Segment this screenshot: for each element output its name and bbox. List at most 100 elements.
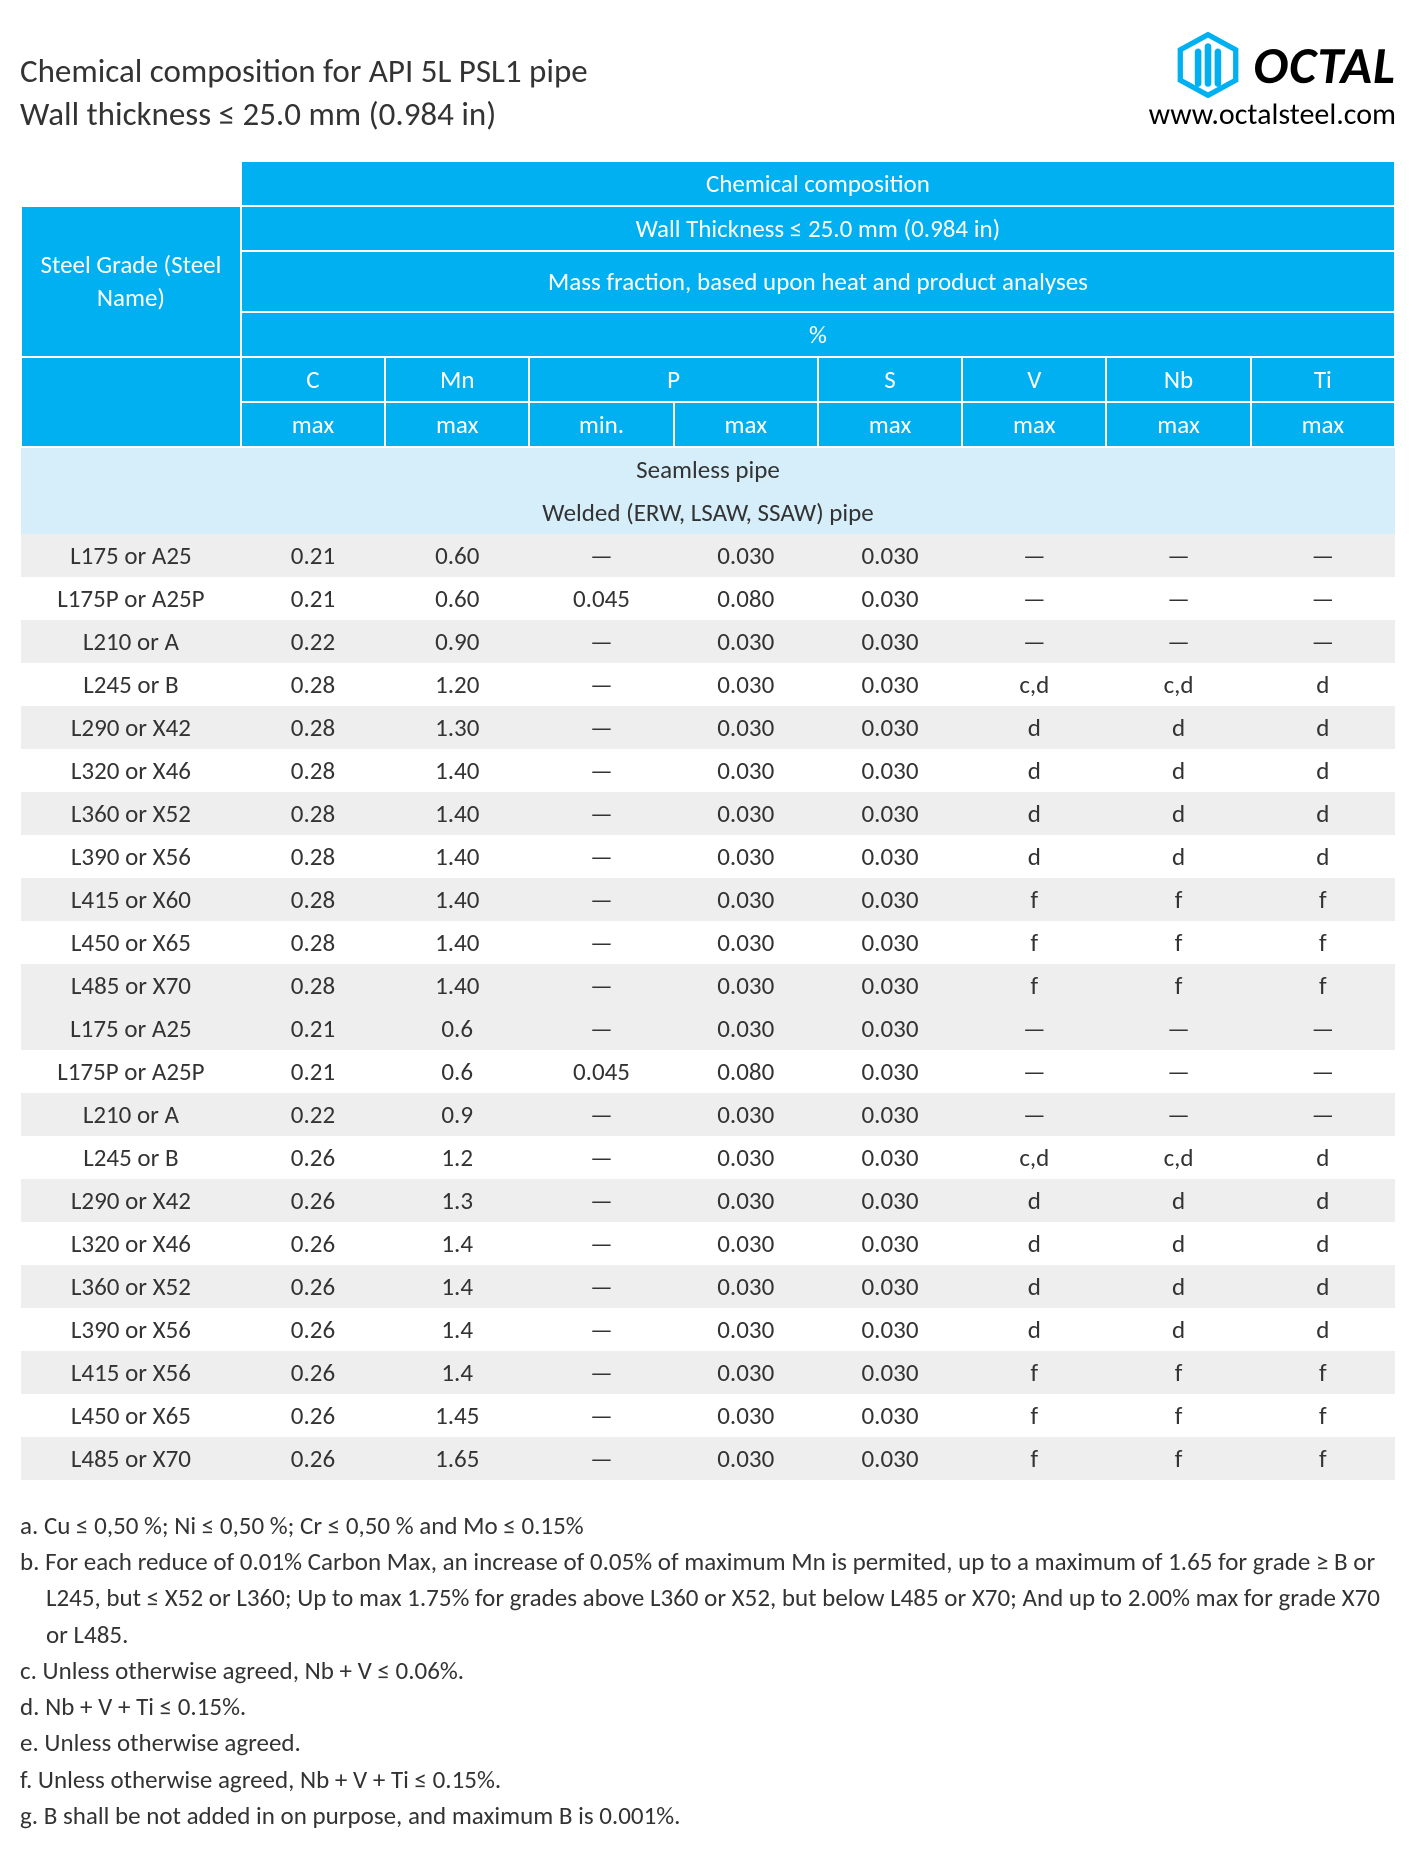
value-cell: d: [1106, 835, 1250, 878]
table-row: L210 or A0.220.90—0.0300.030———: [21, 620, 1395, 663]
value-cell: d: [962, 1179, 1106, 1222]
value-cell: —: [962, 620, 1106, 663]
value-cell: 0.030: [818, 1437, 962, 1480]
title-line-1: Chemical composition for API 5L PSL1 pip…: [20, 50, 588, 93]
value-cell: c,d: [962, 663, 1106, 706]
value-cell: 1.3: [385, 1179, 529, 1222]
title-line-2: Wall thickness ≤ 25.0 mm (0.984 in): [20, 93, 588, 136]
value-cell: 0.030: [674, 792, 818, 835]
value-cell: d: [962, 1222, 1106, 1265]
value-cell: —: [962, 1007, 1106, 1050]
value-cell: d: [1251, 1265, 1395, 1308]
value-cell: d: [1106, 1222, 1250, 1265]
value-cell: —: [529, 835, 673, 878]
table-row: L210 or A0.220.9—0.0300.030———: [21, 1093, 1395, 1136]
value-cell: 0.60: [385, 534, 529, 577]
title-block: Chemical composition for API 5L PSL1 pip…: [20, 30, 588, 136]
grade-cell: L320 or X46: [21, 749, 241, 792]
value-cell: —: [1106, 534, 1250, 577]
value-cell: 0.030: [674, 1308, 818, 1351]
value-cell: f: [962, 1351, 1106, 1394]
hdr-percent: %: [241, 312, 1395, 357]
value-cell: 0.030: [818, 749, 962, 792]
value-cell: 0.045: [529, 577, 673, 620]
value-cell: d: [1106, 1265, 1250, 1308]
brand-name: OCTAL: [1253, 33, 1396, 97]
value-cell: 0.030: [674, 1437, 818, 1480]
hdr-elements-row: C Mn P S V Nb Ti: [21, 357, 1395, 402]
value-cell: 1.40: [385, 835, 529, 878]
grade-cell: L290 or X42: [21, 1179, 241, 1222]
table-row: L360 or X520.261.4—0.0300.030ddd: [21, 1265, 1395, 1308]
hdr-el-p: P: [529, 357, 818, 402]
hdr-lim-5: max: [962, 402, 1106, 447]
value-cell: f: [1251, 1394, 1395, 1437]
table-header: Chemical composition Steel Grade (Steel …: [21, 161, 1395, 447]
section-title: Seamless pipe: [21, 447, 1395, 491]
value-cell: 1.4: [385, 1222, 529, 1265]
section-title: Welded (ERW, LSAW, SSAW) pipe: [21, 491, 1395, 534]
hdr-lim-2: min.: [529, 402, 673, 447]
value-cell: 1.4: [385, 1308, 529, 1351]
value-cell: f: [1251, 878, 1395, 921]
table-row: L320 or X460.261.4—0.0300.030ddd: [21, 1222, 1395, 1265]
grade-cell: L210 or A: [21, 1093, 241, 1136]
value-cell: d: [962, 706, 1106, 749]
hdr-lim-1: max: [385, 402, 529, 447]
value-cell: 0.080: [674, 1050, 818, 1093]
value-cell: 0.28: [241, 706, 385, 749]
value-cell: 0.030: [674, 663, 818, 706]
value-cell: 1.2: [385, 1136, 529, 1179]
value-cell: 0.90: [385, 620, 529, 663]
value-cell: 0.080: [674, 577, 818, 620]
hdr-top: Chemical composition: [241, 161, 1395, 206]
hdr-el-c: C: [241, 357, 385, 402]
value-cell: 0.28: [241, 878, 385, 921]
value-cell: 1.4: [385, 1265, 529, 1308]
value-cell: —: [529, 749, 673, 792]
value-cell: d: [1251, 1179, 1395, 1222]
footnote: c. Unless otherwise agreed, Nb + V ≤ 0.0…: [20, 1653, 1396, 1689]
value-cell: 1.65: [385, 1437, 529, 1480]
value-cell: 0.030: [674, 534, 818, 577]
value-cell: 0.28: [241, 964, 385, 1007]
table-row: L415 or X560.261.4—0.0300.030fff: [21, 1351, 1395, 1394]
hdr-el-v: V: [962, 357, 1106, 402]
value-cell: 0.030: [818, 1394, 962, 1437]
grade-cell: L175P or A25P: [21, 1050, 241, 1093]
grade-cell: L415 or X56: [21, 1351, 241, 1394]
grade-cell: L390 or X56: [21, 835, 241, 878]
value-cell: 0.030: [818, 1308, 962, 1351]
grade-cell: L415 or X60: [21, 878, 241, 921]
value-cell: 0.030: [818, 964, 962, 1007]
section-body: L175 or A250.210.6—0.0300.030———L175P or…: [21, 1007, 1395, 1480]
value-cell: f: [1106, 878, 1250, 921]
value-cell: 0.60: [385, 577, 529, 620]
value-cell: d: [1251, 706, 1395, 749]
hdr-lim-0: max: [241, 402, 385, 447]
grade-cell: L245 or B: [21, 1136, 241, 1179]
brand-block: OCTAL www.octalsteel.com: [1149, 30, 1396, 133]
value-cell: —: [529, 964, 673, 1007]
value-cell: —: [1251, 534, 1395, 577]
value-cell: —: [529, 1007, 673, 1050]
value-cell: 0.28: [241, 749, 385, 792]
grade-cell: L485 or X70: [21, 1437, 241, 1480]
hdr-el-mn: Mn: [385, 357, 529, 402]
table-row: L390 or X560.261.4—0.0300.030ddd: [21, 1308, 1395, 1351]
value-cell: 0.21: [241, 1007, 385, 1050]
hdr-el-s: S: [818, 357, 962, 402]
value-cell: 0.030: [818, 835, 962, 878]
value-cell: —: [1251, 1050, 1395, 1093]
brand-url: www.octalsteel.com: [1149, 96, 1396, 133]
table-row: L175P or A25P0.210.600.0450.0800.030———: [21, 577, 1395, 620]
value-cell: f: [1251, 1351, 1395, 1394]
value-cell: —: [529, 706, 673, 749]
value-cell: 0.6: [385, 1050, 529, 1093]
value-cell: 0.030: [818, 878, 962, 921]
footnotes: a. Cu ≤ 0,50 %; Ni ≤ 0,50 %; Cr ≤ 0,50 %…: [20, 1508, 1396, 1834]
grade-cell: L390 or X56: [21, 1308, 241, 1351]
value-cell: d: [962, 1308, 1106, 1351]
value-cell: 0.22: [241, 620, 385, 663]
value-cell: 0.030: [674, 921, 818, 964]
